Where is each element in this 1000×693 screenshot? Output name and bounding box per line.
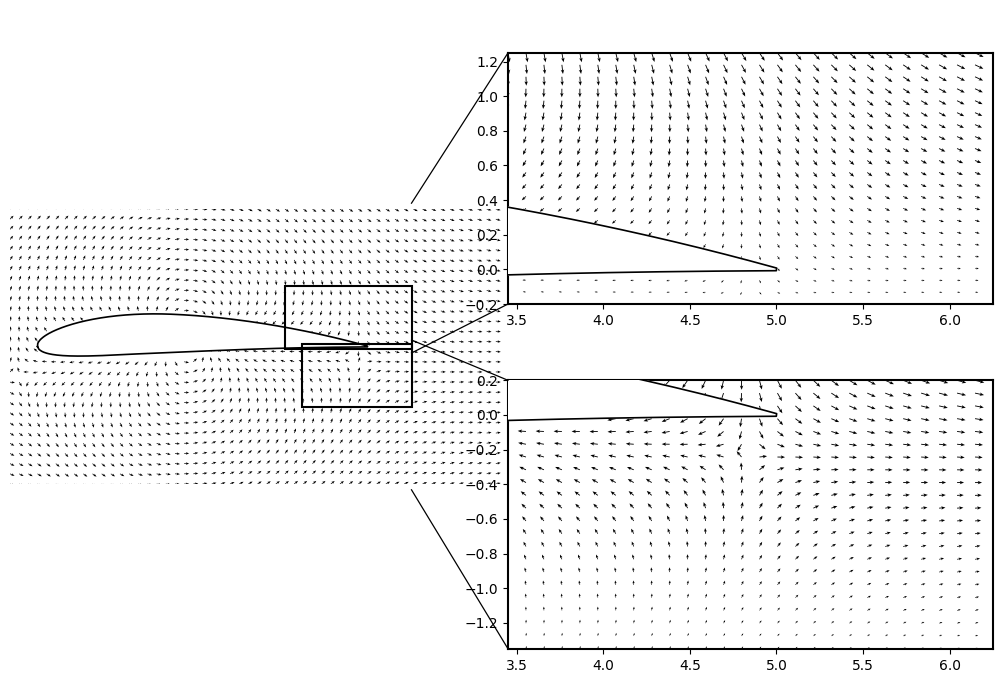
Bar — [285, 286, 412, 349]
Polygon shape — [38, 314, 368, 356]
Polygon shape — [0, 166, 777, 299]
Polygon shape — [0, 313, 777, 445]
Bar — [302, 344, 412, 407]
